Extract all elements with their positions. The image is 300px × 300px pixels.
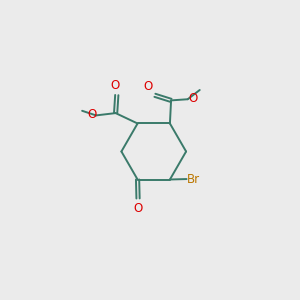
- Text: O: O: [110, 79, 120, 92]
- Text: O: O: [143, 80, 153, 93]
- Text: O: O: [87, 108, 97, 122]
- Text: Br: Br: [187, 172, 200, 185]
- Text: O: O: [189, 92, 198, 105]
- Text: O: O: [134, 202, 143, 215]
